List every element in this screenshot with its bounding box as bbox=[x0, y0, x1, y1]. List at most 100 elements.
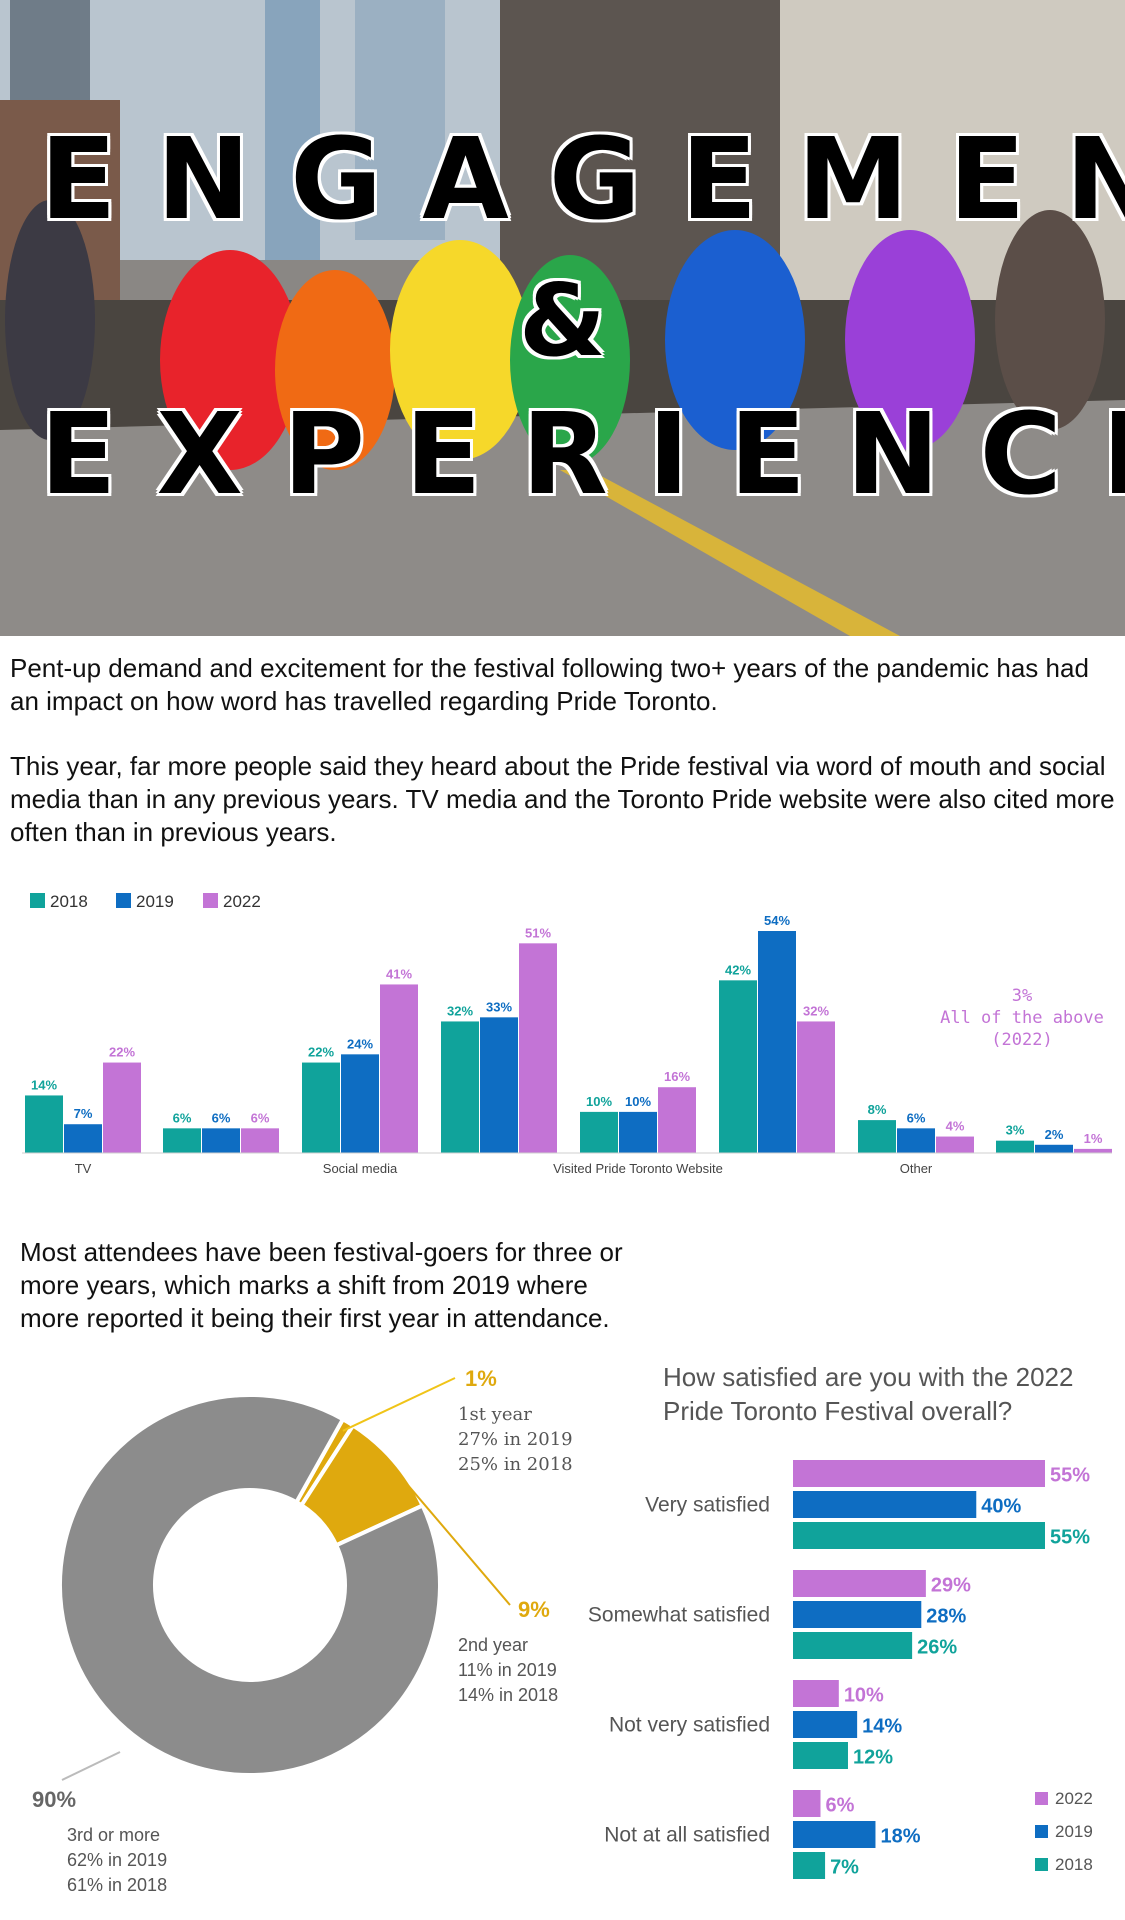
legend-label-2018: 2018 bbox=[50, 892, 88, 911]
bar-label-2018-2: 22% bbox=[308, 1045, 334, 1060]
satisfaction-bar-chart: Very satisfied 55% 40% 55% Somewhat satisfie… bbox=[588, 1460, 1093, 1879]
slice-detail-2-1: 62% in 2019 bbox=[67, 1850, 167, 1870]
hbar-label-2022-0: 55% bbox=[1050, 1465, 1090, 1487]
bar-2018-5 bbox=[719, 980, 757, 1153]
bar-2018-4 bbox=[580, 1111, 618, 1153]
bar-label-2019-2: 24% bbox=[347, 1036, 373, 1051]
slice-detail-1-2: 14% in 2018 bbox=[458, 1685, 558, 1705]
hbar-label-2022-1: 29% bbox=[931, 1575, 971, 1597]
hbar-label-2018-2: 12% bbox=[853, 1747, 893, 1769]
slice-value-1: 9% bbox=[518, 1597, 550, 1622]
annotation-line-0: 3% bbox=[1012, 986, 1032, 1006]
hbar-2018-0 bbox=[793, 1522, 1045, 1549]
bar-label-2019-4: 10% bbox=[625, 1094, 651, 1109]
hbar-label-2019-1: 28% bbox=[926, 1606, 966, 1628]
hero-title-line1: ENGAGEMENT bbox=[40, 115, 1125, 245]
legend-label-2022: 2022 bbox=[223, 892, 261, 911]
bar-label-2022-2: 41% bbox=[386, 966, 412, 981]
hbar-2022-2 bbox=[793, 1680, 839, 1707]
donut-slice-2 bbox=[58, 1393, 442, 1777]
satisfaction-category-0: Very satisfied bbox=[645, 1494, 770, 1517]
bar-label-2018-0: 14% bbox=[31, 1077, 57, 1092]
bar-2019-0 bbox=[64, 1124, 102, 1153]
bar-label-2019-1: 6% bbox=[212, 1110, 231, 1125]
bar-2019-5 bbox=[758, 931, 796, 1153]
slice-value-2: 90% bbox=[32, 1787, 76, 1812]
bar-2019-6 bbox=[897, 1128, 935, 1153]
bar-2018-7 bbox=[996, 1140, 1034, 1153]
legend-swatch-2022 bbox=[203, 893, 218, 908]
sat-legend-swatch-2019 bbox=[1035, 1825, 1048, 1838]
bar-label-2022-0: 22% bbox=[109, 1045, 135, 1060]
slice-detail-1-1: 11% in 2019 bbox=[458, 1660, 557, 1680]
hbar-label-2019-2: 14% bbox=[862, 1716, 902, 1738]
leader-line-1 bbox=[389, 1463, 511, 1606]
hbar-2022-0 bbox=[793, 1460, 1045, 1487]
hbar-label-2019-0: 40% bbox=[981, 1496, 1021, 1518]
bar-2018-2 bbox=[302, 1062, 340, 1153]
category-label-2: Social media bbox=[323, 1161, 398, 1176]
hbar-2018-1 bbox=[793, 1632, 913, 1659]
attendance-donut-chart: 1% 1st year 27% in 2019 25% in 2018 9% 2nd ye… bbox=[32, 1366, 573, 1895]
bar-2018-3 bbox=[441, 1021, 479, 1153]
hbar-label-2018-3: 7% bbox=[830, 1857, 859, 1879]
hero-ampersand: & bbox=[518, 262, 607, 379]
hbar-label-2022-3: 6% bbox=[825, 1795, 854, 1817]
category-label-0: TV bbox=[75, 1161, 92, 1176]
hbar-label-2022-2: 10% bbox=[844, 1685, 884, 1707]
intro-paragraph-1: Pent-up demand and excitement for the fe… bbox=[10, 653, 1089, 716]
hero-street-scene bbox=[0, 0, 1125, 636]
bar-label-2019-3: 33% bbox=[486, 999, 512, 1014]
bar-2022-1 bbox=[241, 1128, 279, 1153]
bar-2022-0 bbox=[103, 1062, 141, 1153]
satisfaction-chart-title: How satisfied are you with the 2022 Prid… bbox=[663, 1362, 1074, 1426]
hbar-label-2018-1: 26% bbox=[917, 1637, 957, 1659]
hbar-2018-3 bbox=[793, 1852, 826, 1879]
slice-detail-0-1: 27% in 2019 bbox=[458, 1429, 573, 1450]
bar-label-2018-5: 42% bbox=[725, 962, 751, 977]
satisfaction-category-2: Not very satisfied bbox=[609, 1714, 770, 1737]
bar-label-2022-7: 1% bbox=[1084, 1131, 1103, 1146]
slice-detail-2-0: 3rd or more bbox=[67, 1825, 160, 1845]
bar-label-2022-3: 51% bbox=[525, 925, 551, 940]
leader-line-0 bbox=[342, 1377, 456, 1432]
slice-detail-0-0: 1st year bbox=[458, 1404, 532, 1425]
source-bar-chart: 2018 2019 2022 14% 6% 22% 32% 10% 42% 8% 3% 7% 6% 24%… bbox=[22, 892, 1112, 1176]
hbar-2018-2 bbox=[793, 1742, 848, 1769]
slice-value-0: 1% bbox=[465, 1366, 497, 1391]
leader-line-2 bbox=[61, 1751, 121, 1781]
slice-detail-0-2: 25% in 2018 bbox=[458, 1454, 573, 1475]
bar-2022-4 bbox=[658, 1087, 696, 1153]
intro-paragraph-2: This year, far more people said they hea… bbox=[10, 751, 1115, 847]
bar-label-2019-5: 54% bbox=[764, 913, 790, 928]
bar-2019-2 bbox=[341, 1054, 379, 1153]
bar-label-2018-4: 10% bbox=[586, 1094, 612, 1109]
satisfaction-category-1: Somewhat satisfied bbox=[588, 1604, 770, 1627]
bar-2019-4 bbox=[619, 1111, 657, 1153]
satisfaction-category-3: Not at all satisfied bbox=[604, 1824, 770, 1847]
annotation-line-2: (2022) bbox=[991, 1030, 1052, 1050]
bar-2022-6 bbox=[936, 1136, 974, 1153]
sat-legend-label-2019: 2019 bbox=[1055, 1822, 1093, 1841]
sat-legend-swatch-2022 bbox=[1035, 1792, 1048, 1805]
bar-2022-3 bbox=[519, 943, 557, 1153]
legend-label-2019: 2019 bbox=[136, 892, 174, 911]
bar-label-2019-0: 7% bbox=[74, 1106, 93, 1121]
bar-label-2018-1: 6% bbox=[173, 1110, 192, 1125]
category-label-6: Other bbox=[900, 1161, 933, 1176]
bar-2022-5 bbox=[797, 1021, 835, 1153]
slice-detail-2-2: 61% in 2018 bbox=[67, 1875, 167, 1895]
bar-label-2022-5: 32% bbox=[803, 1003, 829, 1018]
bar-label-2018-7: 3% bbox=[1006, 1123, 1025, 1138]
bar-2018-6 bbox=[858, 1120, 896, 1153]
hbar-2019-2 bbox=[793, 1711, 858, 1738]
annotation-line-1: All of the above bbox=[940, 1008, 1104, 1028]
hbar-2019-0 bbox=[793, 1491, 977, 1518]
category-label-4: Visited Pride Toronto Website bbox=[553, 1161, 723, 1176]
bar-label-2019-7: 2% bbox=[1045, 1127, 1064, 1142]
legend-swatch-2018 bbox=[30, 893, 45, 908]
bar-2022-2 bbox=[380, 984, 418, 1153]
hbar-2019-3 bbox=[793, 1821, 876, 1848]
bar-label-2022-6: 4% bbox=[946, 1119, 965, 1134]
bar-2019-1 bbox=[202, 1128, 240, 1153]
